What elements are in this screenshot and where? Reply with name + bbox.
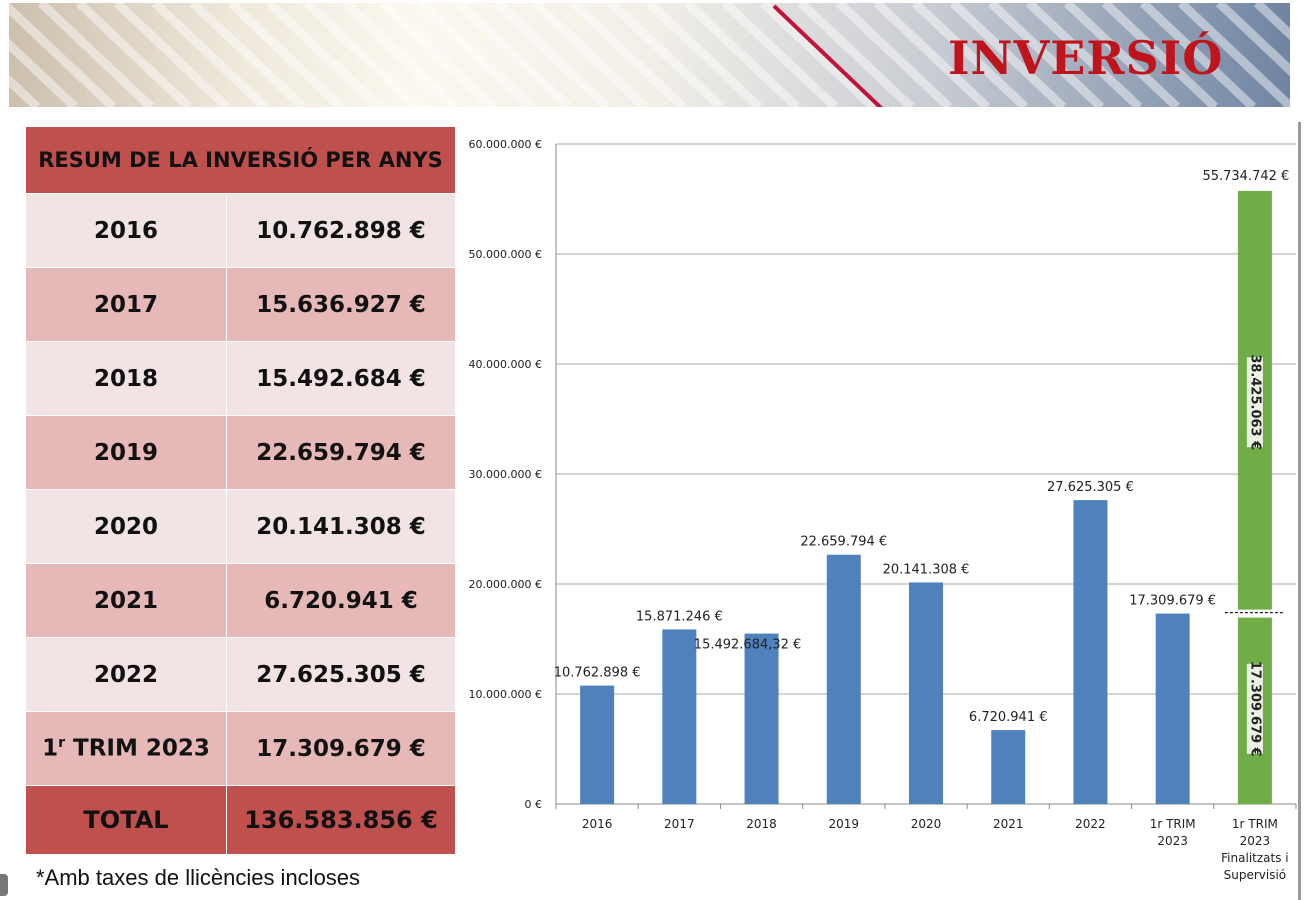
x-tick-label: 1r TRIM <box>1150 817 1196 831</box>
data-label: 22.659.794 € <box>800 535 887 550</box>
y-tick-label: 20.000.000 € <box>469 578 542 591</box>
banner-accent-line <box>772 4 883 107</box>
table-row: 2016 10.762.898 € <box>25 193 456 268</box>
investment-bar-chart: 0 € 10.000.000 € 20.000.000 € 30.000.000 € 4… <box>469 138 1297 882</box>
row-year: 2022 <box>25 637 227 712</box>
row-year: 2018 <box>25 341 227 416</box>
data-label: 6.720.941 € <box>969 710 1048 725</box>
table-row: 2020 20.141.308 € <box>25 489 456 564</box>
x-tick-label: 2020 <box>911 817 942 831</box>
row-year: 2017 <box>25 267 227 342</box>
x-tick-label: 2017 <box>664 817 695 831</box>
bar <box>580 685 615 804</box>
data-label: 55.734.742 € <box>1202 169 1289 184</box>
table-row: 2018 15.492.684 € <box>25 341 456 416</box>
table-row: 1r TRIM 2023 17.309.679 € <box>25 711 456 786</box>
row-amount: 27.625.305 € <box>226 637 456 712</box>
row-amount: 15.492.684 € <box>226 341 456 416</box>
x-tick-label: 2023 <box>1240 834 1271 848</box>
x-tick-label: 1r TRIM <box>1232 817 1278 831</box>
investment-summary-table: RESUM DE LA INVERSIÓ PER ANYS 2016 10.76… <box>25 126 456 855</box>
banner-stripes <box>9 3 1290 107</box>
x-tick-label: Supervisió <box>1224 868 1287 882</box>
table-row: 2022 27.625.305 € <box>25 637 456 712</box>
y-tick-label: 60.000.000 € <box>469 138 542 151</box>
bar <box>1073 500 1108 804</box>
row-year-prefix: 1 <box>42 735 59 762</box>
x-tick-label: 2021 <box>993 817 1024 831</box>
slide-frame-edge <box>1298 122 1301 900</box>
title-banner: INVERSIÓ <box>9 3 1290 107</box>
table-total-row: TOTAL 136.583.856 € <box>25 785 456 855</box>
row-amount: 20.141.308 € <box>226 489 456 564</box>
row-year-superscript: r <box>58 735 66 752</box>
segment-label-background <box>1246 663 1263 754</box>
data-label: 15.871.246 € <box>636 609 723 624</box>
segment-label: 38.425.063 € <box>1247 354 1262 450</box>
row-amount: 17.309.679 € <box>226 711 456 786</box>
row-year: 2020 <box>25 489 227 564</box>
row-amount: 6.720.941 € <box>226 563 456 638</box>
side-tab <box>0 874 8 896</box>
table-header: RESUM DE LA INVERSIÓ PER ANYS <box>25 126 456 194</box>
x-tick-label: 2023 <box>1157 834 1188 848</box>
bar <box>662 629 697 804</box>
segment-label-background <box>1246 357 1263 448</box>
x-tick-label: 2022 <box>1075 817 1106 831</box>
row-amount: 10.762.898 € <box>226 193 456 268</box>
data-label: 15.492.684,32 € <box>694 638 802 653</box>
table-row: 2021 6.720.941 € <box>25 563 456 638</box>
data-label: 17.309.679 € <box>1129 594 1216 609</box>
total-value: 136.583.856 € <box>226 785 456 855</box>
bar <box>1155 613 1190 804</box>
x-tick-label: 2016 <box>582 817 613 831</box>
row-year-suffix: TRIM 2023 <box>65 735 210 762</box>
y-tick-label: 50.000.000 € <box>469 248 542 261</box>
row-year: 2021 <box>25 563 227 638</box>
row-year: 2019 <box>25 415 227 490</box>
bar <box>744 633 779 804</box>
total-label: TOTAL <box>25 785 227 855</box>
table-row: 2019 22.659.794 € <box>25 415 456 490</box>
y-tick-label: 30.000.000 € <box>469 468 542 481</box>
row-year: 1r TRIM 2023 <box>25 711 227 786</box>
y-tick-label: 40.000.000 € <box>469 358 542 371</box>
x-tick-label: 2019 <box>829 817 860 831</box>
x-tick-label: 2018 <box>746 817 777 831</box>
table-header-row: RESUM DE LA INVERSIÓ PER ANYS <box>25 126 456 194</box>
bar <box>826 554 861 804</box>
page-title: INVERSIÓ <box>948 31 1224 85</box>
data-label: 27.625.305 € <box>1047 480 1134 495</box>
row-amount: 22.659.794 € <box>226 415 456 490</box>
data-label: 10.762.898 € <box>554 666 641 681</box>
y-tick-label: 0 € <box>525 798 543 811</box>
data-label: 20.141.308 € <box>883 562 970 577</box>
x-tick-label: Finalitzats i <box>1221 851 1288 865</box>
row-amount: 15.636.927 € <box>226 267 456 342</box>
bar <box>991 730 1026 804</box>
row-year: 2016 <box>25 193 227 268</box>
footnote: *Amb taxes de llicències incloses <box>36 865 361 890</box>
segment-label: 17.309.679 € <box>1247 661 1262 757</box>
bar <box>909 582 943 804</box>
table-row: 2017 15.636.927 € <box>25 267 456 342</box>
y-tick-label: 10.000.000 € <box>469 688 542 701</box>
